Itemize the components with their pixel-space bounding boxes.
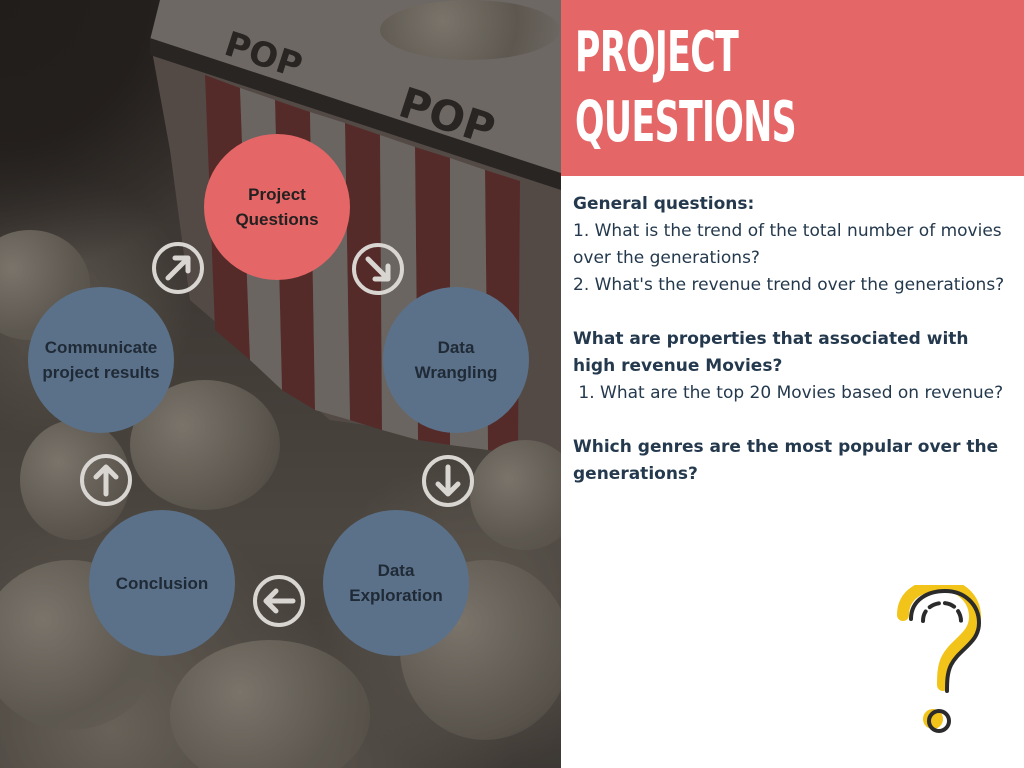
arrow-left-icon <box>253 575 305 627</box>
page-title: PROJECT QUESTIONS <box>575 18 853 158</box>
node-label: Data <box>377 561 415 580</box>
node-label: Project <box>248 185 306 204</box>
question-mark-icon <box>897 585 982 733</box>
properties-heading: What are properties that associated with… <box>573 329 969 376</box>
node-label: project results <box>42 363 160 382</box>
cycle-node-communicate: Communicate project results <box>28 287 174 433</box>
arrow-up-icon <box>80 454 132 506</box>
node-label: Exploration <box>349 586 443 605</box>
node-label: Questions <box>235 210 319 229</box>
popcorn-kernel <box>20 420 130 540</box>
arrow-up-right-icon <box>152 242 204 294</box>
title-line: PROJECT <box>575 20 739 85</box>
questions-content: General questions: 1. What is the trend … <box>573 191 1013 488</box>
node-label: Conclusion <box>115 573 209 593</box>
cycle-node-project-questions: Project Questions <box>204 134 350 280</box>
question-item: 1. What are the top 20 Movies based on r… <box>573 383 1004 403</box>
title-banner: PROJECT QUESTIONS <box>561 0 1024 176</box>
general-questions-heading: General questions: <box>573 194 755 214</box>
node-label: Data <box>437 338 475 357</box>
cycle-node-data-exploration: Data Exploration <box>323 510 469 656</box>
node-label: Wrangling <box>414 363 498 382</box>
question-item: 1. What is the trend of the total number… <box>573 221 1002 268</box>
popcorn-kernel <box>380 0 560 60</box>
arrow-down-icon <box>422 455 474 507</box>
popcorn-kernel <box>170 640 370 768</box>
node-label: Communicate <box>44 338 158 357</box>
title-line: QUESTIONS <box>575 90 797 155</box>
popcorn-kernel <box>470 440 561 550</box>
cycle-node-conclusion: Conclusion <box>89 510 235 656</box>
cycle-node-data-wrangling: Data Wrangling <box>383 287 529 433</box>
arrow-down-right-icon <box>352 243 404 295</box>
genres-heading: Which genres are the most popular over t… <box>573 437 999 484</box>
question-item: 2. What's the revenue trend over the gen… <box>573 275 1005 295</box>
